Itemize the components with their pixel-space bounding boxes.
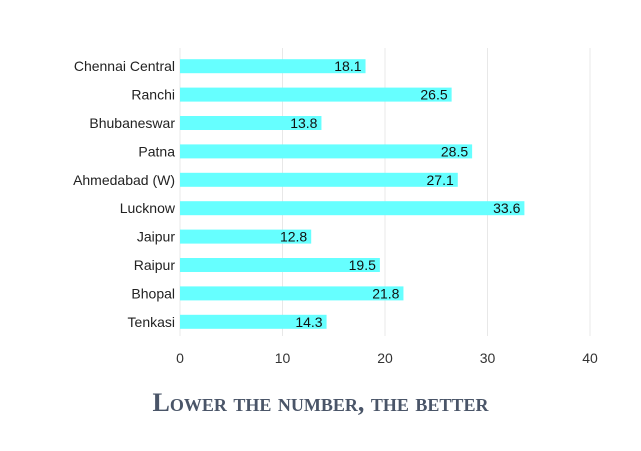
data-label-7: 19.5	[349, 257, 376, 273]
x-tick-label-20: 20	[377, 350, 393, 366]
category-label-8: Bhopal	[131, 285, 175, 301]
data-label-1: 26.5	[420, 87, 447, 103]
data-label-4: 27.1	[427, 172, 454, 188]
bar-7	[180, 258, 380, 272]
category-labels: Chennai Central Ranchi Bhubaneswar Patna Ahm…	[73, 58, 176, 330]
category-label-4: Ahmedabad (W)	[73, 172, 175, 188]
category-label-3: Patna	[138, 143, 175, 159]
category-label-9: Tenkasi	[128, 314, 175, 330]
data-label-3: 28.5	[441, 143, 468, 159]
bar-5	[180, 201, 525, 216]
x-tick-labels: 0 10 20 30 40	[176, 350, 598, 366]
x-tick-label-30: 30	[480, 350, 496, 366]
bar-8	[180, 286, 404, 301]
bars	[180, 59, 525, 329]
category-label-2: Bhubaneswar	[89, 115, 175, 131]
x-tick-label-10: 10	[275, 350, 291, 366]
category-label-0: Chennai Central	[74, 58, 175, 74]
x-tick-label-40: 40	[582, 350, 598, 366]
category-label-5: Lucknow	[120, 200, 176, 216]
data-label-5: 33.6	[493, 200, 520, 216]
bar-9	[180, 314, 327, 329]
bar-3	[180, 144, 473, 159]
data-label-2: 13.8	[290, 115, 317, 131]
x-tick-label-0: 0	[176, 350, 184, 366]
data-labels: 18.1 26.5 13.8 28.5 27.1 33.6 12.8 19.5 21.8 14.3	[280, 58, 521, 330]
category-label-1: Ranchi	[131, 87, 175, 103]
data-label-0: 18.1	[334, 58, 361, 74]
bar-chart: Chennai Central Ranchi Bhubaneswar Patna Ahm…	[73, 48, 598, 366]
bar-2	[180, 116, 322, 130]
bar-6	[180, 229, 312, 244]
bar-0	[180, 59, 366, 74]
data-label-6: 12.8	[280, 229, 307, 245]
category-label-6: Jaipur	[137, 229, 175, 245]
bar-4	[180, 172, 458, 187]
bar-1	[180, 87, 452, 102]
data-label-9: 14.3	[295, 314, 322, 330]
data-label-8: 21.8	[372, 285, 399, 301]
chart-title: Lower the number, the better	[152, 388, 489, 417]
category-label-7: Raipur	[134, 257, 176, 273]
